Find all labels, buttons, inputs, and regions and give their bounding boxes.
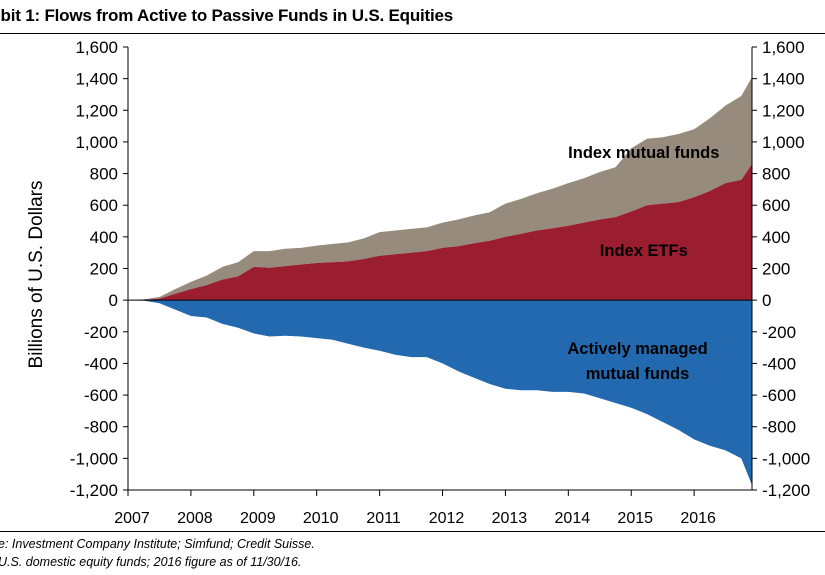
y-axis-label: Billions of U.S. Dollars [26,181,47,369]
x-tick-label: 2015 [617,510,653,527]
axes-layer: 1,600 1,600 1,400 1,400 1,200 1,200 1,000 1,000… [26,38,810,527]
title-divider [0,33,825,34]
y-tick-label-right: 600 [762,196,790,215]
x-tick-label: 2009 [240,510,276,527]
source-note: e: Investment Company Institute; Simfund… [0,537,315,551]
y-tick-label-right: 1,600 [762,38,805,57]
y-tick-label-left: 200 [90,260,118,279]
y-tick-label-right: -1,200 [762,481,810,500]
y-tick-label-left: 400 [90,228,118,247]
footer-divider [0,531,825,532]
y-tick-label-right: 1,000 [762,133,805,152]
annotations-layer: Index mutual funds Index ETFs Actively man… [567,144,719,383]
x-tick-label: 2013 [492,510,528,527]
series-annotation: Actively managed mutual funds [567,340,707,383]
series-area-actively-managed-mutual-funds [128,300,752,486]
x-tick-label: 2012 [429,510,465,527]
x-tick-label: 2014 [555,510,591,527]
x-tick-label: 2007 [114,510,150,527]
y-tick-label-left: 1,000 [75,133,118,152]
y-tick-label-right: 1,200 [762,101,805,120]
y-tick-label-right: -400 [762,354,796,373]
y-tick-label-right: 200 [762,260,790,279]
y-tick-label-right: -600 [762,386,796,405]
y-tick-label-left: 1,600 [75,38,118,57]
y-tick-label-right: -800 [762,418,796,437]
series-area-index-mutual-funds [128,77,752,301]
y-tick-label-left: 1,400 [75,70,118,89]
series-annotation: Index ETFs [600,242,688,260]
y-tick-label-right: -1,000 [762,449,810,468]
y-tick-label-left: 600 [90,196,118,215]
areas-layer [128,77,752,486]
x-tick-label: 2011 [366,510,401,527]
y-tick-label-right: -200 [762,323,796,342]
x-tick-label: 2008 [177,510,213,527]
y-tick-label-right: 800 [762,165,790,184]
series-annotation: Index mutual funds [568,144,719,162]
chart-title: ibit 1: Flows from Active to Passive Fun… [0,6,454,25]
y-tick-label-left: 1,200 [75,101,118,120]
annotation-line: Actively managed [567,340,707,358]
y-tick-label-right: 0 [762,291,771,310]
y-tick-label-left: -800 [84,418,118,437]
x-tick-label: 2016 [680,510,716,527]
series-area-index-etfs [128,164,752,301]
annotation-line: Index ETFs [600,242,688,260]
y-tick-label-left: 0 [109,291,118,310]
annotation-line: mutual funds [586,365,690,383]
x-tick-label: 2010 [303,510,339,527]
annotation-line: Index mutual funds [568,144,719,162]
y-tick-label-left: -600 [84,386,118,405]
y-tick-label-left: -1,200 [70,481,118,500]
y-tick-label-left: 800 [90,165,118,184]
y-tick-label-right: 400 [762,228,790,247]
footnote: U.S. domestic equity funds; 2016 figure … [0,555,302,569]
y-tick-label-left: -1,000 [70,449,118,468]
y-tick-label-left: -200 [84,323,118,342]
y-tick-label-left: -400 [84,354,118,373]
y-tick-label-right: 1,400 [762,70,805,89]
